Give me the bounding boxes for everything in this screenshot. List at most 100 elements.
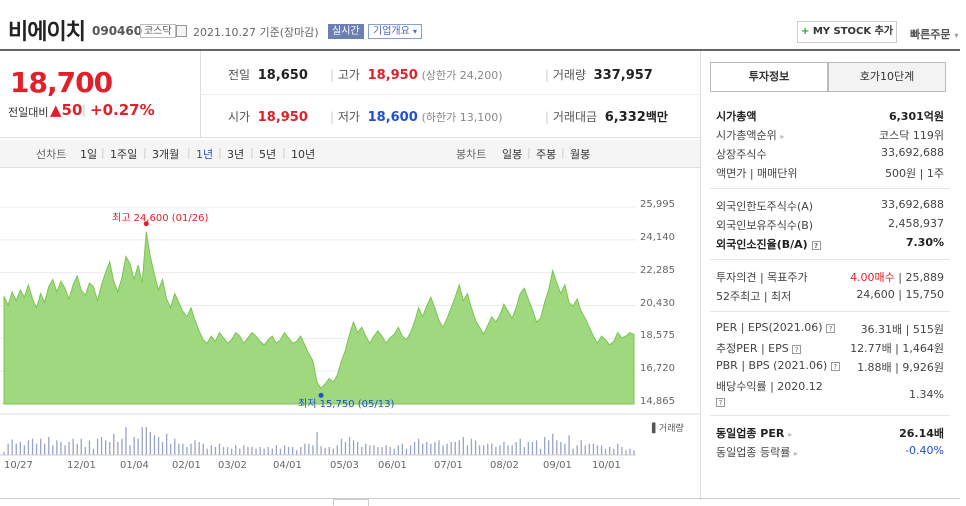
volume-bar xyxy=(287,447,290,455)
change-label: 전일대비 xyxy=(8,106,49,119)
candle-weekly[interactable]: 주봉 xyxy=(536,148,557,161)
volume-bar xyxy=(11,439,13,455)
volume-bar xyxy=(218,443,221,455)
target-value: 25,889 xyxy=(905,271,945,284)
tab-investment-info[interactable]: 투자정보 xyxy=(710,62,828,92)
est-per-row: 추정PER | EPS ? 12.77배 | 1,464원 xyxy=(716,340,944,356)
volume-bar xyxy=(300,447,302,455)
volume-bar xyxy=(31,438,34,455)
volume-bar xyxy=(320,446,322,455)
foreign-holding-row: 외국인보유주식수(B) 2,458,937 xyxy=(716,217,944,233)
help-icon[interactable]: ? xyxy=(716,397,725,407)
volume-bar xyxy=(523,447,525,455)
y-tick-label: 20,430 xyxy=(640,297,675,309)
per-eps-row: PER | EPS(2021.06) ? 36.31배 | 515원 xyxy=(716,321,944,336)
volume-bar xyxy=(340,438,343,455)
period-bar xyxy=(0,140,700,168)
divider xyxy=(710,259,950,260)
volume-bar xyxy=(588,443,590,455)
divider xyxy=(710,311,950,312)
document-icon[interactable] xyxy=(176,25,187,37)
volume-bar xyxy=(430,443,432,455)
volume-bar xyxy=(157,437,160,455)
period-3m[interactable]: 3개월 xyxy=(152,148,180,161)
period-1w[interactable]: 1주일 xyxy=(110,148,138,161)
candle-daily[interactable]: 일봉 xyxy=(502,148,523,161)
opinion-value: 4.00매수 xyxy=(850,271,895,284)
row-label: 시가총액 xyxy=(716,110,757,123)
low-cell: | 저가 18,600 (하한가 13,100) xyxy=(330,108,503,125)
period-10y[interactable]: 10년 xyxy=(291,148,316,161)
row-value: 코스닥 119위 xyxy=(879,129,944,142)
help-icon[interactable]: ? xyxy=(826,323,836,333)
row-label: 투자의견 | 목표주가 xyxy=(716,271,808,284)
divider xyxy=(200,94,700,95)
add-mystock-button[interactable]: + MY STOCK 추가 xyxy=(797,21,897,43)
volume-bar xyxy=(161,442,164,455)
x-tick-label: 12/01 xyxy=(67,460,96,471)
volume-bar xyxy=(190,443,192,455)
period-1d[interactable]: 1일 xyxy=(80,148,98,161)
row-label: 외국인소진율(B/A) xyxy=(716,238,808,251)
stock-name: 비에이치 xyxy=(8,20,86,45)
row-label: PER | EPS(2021.06) xyxy=(716,321,823,334)
volume-bar xyxy=(434,442,436,455)
period-3y[interactable]: 3년 xyxy=(227,148,245,161)
chevron-down-icon: ▾ xyxy=(413,27,418,36)
volume-bar xyxy=(35,443,38,455)
market-cap-rank-row[interactable]: 시가총액순위 ▸ 코스닥 119위 xyxy=(716,127,944,143)
y-tick-label: 18,575 xyxy=(640,330,675,342)
volume-bar xyxy=(129,445,131,455)
volume-bar xyxy=(243,445,245,455)
volume-bar xyxy=(324,447,326,455)
upper-limit: (상한가 24,200) xyxy=(421,69,503,82)
volume-bar xyxy=(275,445,277,455)
industry-change-row[interactable]: 동일업종 등락률 ▸ -0.40% xyxy=(716,444,944,460)
quick-order-button[interactable]: 빠른주문 ▾ xyxy=(910,26,958,42)
row-label: 배당수익률 | 2020.12 xyxy=(716,380,823,393)
volume-bar xyxy=(466,445,469,455)
period-5y[interactable]: 5년 xyxy=(259,148,277,161)
price-chart[interactable] xyxy=(0,175,700,500)
volume-bar xyxy=(470,438,473,455)
candle-chart-label: 봉차트 xyxy=(456,148,487,161)
volume-bar xyxy=(316,432,318,455)
volume-bar xyxy=(600,445,603,455)
volume-bar xyxy=(438,440,440,455)
line-chart-label: 선차트 xyxy=(36,148,67,161)
chevron-right-icon: ▸ xyxy=(780,132,785,141)
industry-per-row[interactable]: 동일업종 PER ▸ 26.14배 xyxy=(716,425,944,441)
volume-bar xyxy=(68,442,70,455)
volume-bar xyxy=(584,445,586,455)
lower-limit: (하한가 13,100) xyxy=(421,111,503,124)
tab-orderbook[interactable]: 호가10단계 xyxy=(828,62,946,92)
volume-bar xyxy=(96,438,99,455)
row-label: 외국인한도주식수(A) xyxy=(716,200,814,213)
company-info-dropdown[interactable]: 기업개요 ▾ xyxy=(368,24,423,39)
x-tick-label: 02/01 xyxy=(172,460,201,471)
volume-bar xyxy=(100,437,103,455)
volume-bar xyxy=(474,440,477,455)
help-icon[interactable]: ? xyxy=(792,344,802,354)
help-icon[interactable]: ? xyxy=(830,361,840,371)
separator: | xyxy=(527,146,531,159)
volume-bar xyxy=(308,443,310,455)
plus-icon: + xyxy=(800,26,810,37)
volume-bar xyxy=(76,443,78,455)
row-label: 동일업종 PER xyxy=(716,427,785,440)
period-1y[interactable]: 1년 xyxy=(196,148,214,161)
volume-bar xyxy=(450,442,452,455)
volume-bar xyxy=(125,427,127,455)
volume-bar xyxy=(527,442,529,455)
volume-bar xyxy=(487,443,489,455)
realtime-button[interactable]: 실시간 xyxy=(328,24,364,39)
volume-bar xyxy=(292,447,294,455)
volume-bar xyxy=(373,445,375,455)
help-icon[interactable]: ? xyxy=(811,240,821,250)
volume-bar xyxy=(186,447,188,455)
x-tick-label: 10/27 xyxy=(4,460,33,471)
collapse-handle[interactable] xyxy=(333,499,369,506)
candle-monthly[interactable]: 월봉 xyxy=(570,148,591,161)
current-price: 18,700 xyxy=(10,66,113,99)
row-value: 12.77배 | 1,464원 xyxy=(850,342,944,355)
